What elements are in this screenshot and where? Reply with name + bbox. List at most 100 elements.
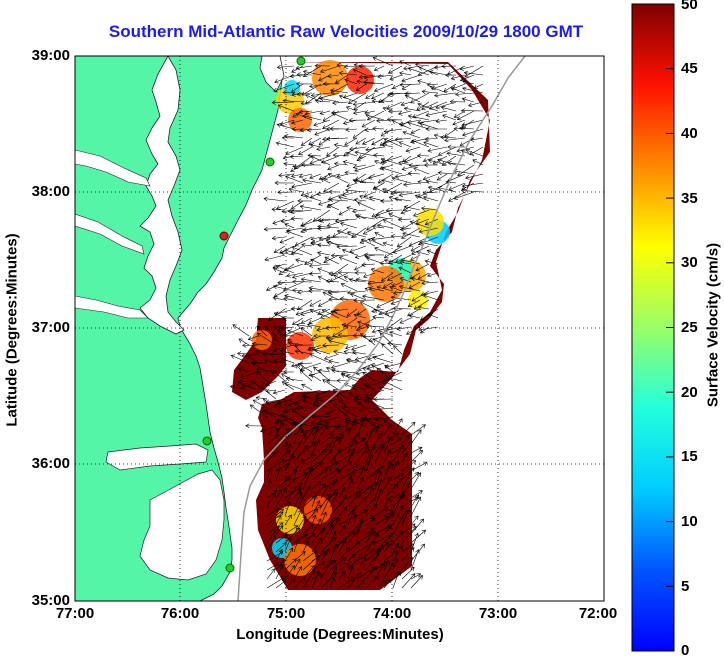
velocity-arrowhead — [316, 191, 321, 197]
velocity-arrowhead — [350, 577, 356, 582]
velocity-arrowhead — [338, 70, 344, 76]
velocity-arrowhead — [294, 342, 299, 348]
velocity-arrowhead — [323, 175, 328, 181]
velocity-arrowhead — [413, 167, 418, 172]
velocity-arrowhead — [379, 165, 384, 171]
velocity-vector — [374, 424, 380, 436]
velocity-vector — [413, 167, 430, 175]
velocity-vector — [263, 198, 286, 202]
velocity-vector — [330, 83, 349, 94]
velocity-vector — [329, 577, 335, 589]
velocity-arrowhead — [245, 423, 250, 429]
velocity-vector — [377, 74, 394, 78]
velocity-vector — [353, 69, 367, 76]
velocity-vector — [399, 72, 412, 76]
velocity-arrowhead — [313, 333, 318, 339]
velocity-arrowhead — [345, 563, 350, 568]
velocity-vector — [365, 547, 382, 562]
velocity-vector — [391, 177, 412, 184]
velocity-arrowhead — [354, 356, 360, 362]
velocity-vector — [356, 155, 367, 161]
velocity-vector — [452, 119, 466, 125]
velocity-vector — [302, 508, 319, 526]
velocity-arrowhead — [407, 469, 413, 475]
velocity-vector — [365, 518, 376, 526]
velocity-arrowhead — [322, 117, 328, 122]
velocity-vector — [402, 131, 421, 139]
velocity-vector — [329, 516, 339, 526]
velocity-vector — [345, 418, 367, 427]
velocity-vector — [443, 83, 457, 92]
velocity-vector — [383, 432, 400, 445]
velocity-vector — [419, 123, 439, 130]
velocity-arrowhead — [394, 557, 399, 562]
velocity-vector — [450, 87, 466, 94]
velocity-vector — [472, 159, 484, 166]
velocity-vector — [357, 308, 367, 316]
velocity-vector — [264, 227, 286, 230]
velocity-arrowhead — [310, 92, 316, 98]
velocity-arrowhead — [295, 311, 301, 316]
velocity-arrowhead — [363, 80, 368, 85]
velocity-arrowhead — [282, 542, 287, 547]
velocity-vector — [371, 308, 385, 313]
velocity-arrowhead — [307, 470, 312, 476]
velocity-arrowhead — [361, 438, 366, 443]
velocity-arrowhead — [412, 114, 417, 119]
velocity-arrowhead — [371, 236, 376, 242]
velocity-arrowhead — [420, 316, 425, 321]
velocity-vector — [360, 416, 376, 422]
velocity-arrowhead — [373, 66, 379, 72]
velocity-arrowhead — [281, 315, 286, 321]
velocity-vector — [401, 526, 417, 544]
velocity-vector — [247, 354, 259, 364]
velocity-vector — [325, 239, 340, 247]
velocity-arrowhead — [408, 162, 413, 168]
velocity-arrowhead — [273, 403, 279, 409]
velocity-vector — [309, 299, 322, 307]
velocity-arrowhead — [237, 367, 243, 372]
velocity-arrowhead — [316, 327, 321, 332]
velocity-hotspot — [252, 330, 272, 350]
velocity-vector — [275, 534, 288, 544]
velocity-arrowhead — [299, 428, 304, 433]
velocity-vector — [367, 110, 385, 121]
velocity-vector — [328, 272, 340, 275]
velocity-arrowhead — [375, 552, 380, 557]
velocity-vector — [275, 450, 291, 463]
velocity-vector — [465, 149, 484, 157]
velocity-arrowhead — [317, 518, 322, 523]
velocity-vector — [364, 128, 376, 131]
velocity-arrowhead — [292, 288, 297, 293]
velocity-arrowhead — [373, 503, 378, 509]
velocity-vector — [322, 379, 340, 391]
velocity-vector — [342, 249, 358, 256]
velocity-arrowhead — [304, 111, 310, 116]
velocity-vector — [373, 416, 385, 420]
colorbar-tick: 30 — [681, 254, 698, 271]
velocity-vector — [311, 514, 316, 526]
velocity-vector — [279, 236, 295, 243]
velocity-arrowhead — [286, 477, 291, 482]
velocity-vector — [382, 155, 394, 164]
velocity-arrowhead — [469, 151, 474, 156]
velocity-vector — [329, 538, 347, 553]
velocity-vector — [386, 101, 403, 109]
velocity-vector — [347, 290, 367, 294]
velocity-vector — [329, 531, 336, 544]
velocity-arrowhead — [303, 472, 309, 477]
velocity-arrowhead — [393, 550, 398, 555]
velocity-arrowhead — [378, 98, 383, 104]
colorbar-tick: 15 — [681, 448, 698, 465]
velocity-vector — [464, 72, 484, 76]
velocity-arrowhead — [298, 109, 303, 115]
velocity-arrowhead — [291, 578, 296, 584]
velocity-arrowhead — [242, 343, 247, 348]
velocity-vector — [374, 488, 383, 508]
velocity-vector — [356, 461, 371, 472]
velocity-vector — [302, 423, 319, 436]
velocity-arrowhead — [403, 205, 409, 210]
velocity-arrowhead — [287, 443, 292, 448]
velocity-vector — [286, 227, 304, 232]
velocity-arrowhead — [332, 403, 338, 409]
